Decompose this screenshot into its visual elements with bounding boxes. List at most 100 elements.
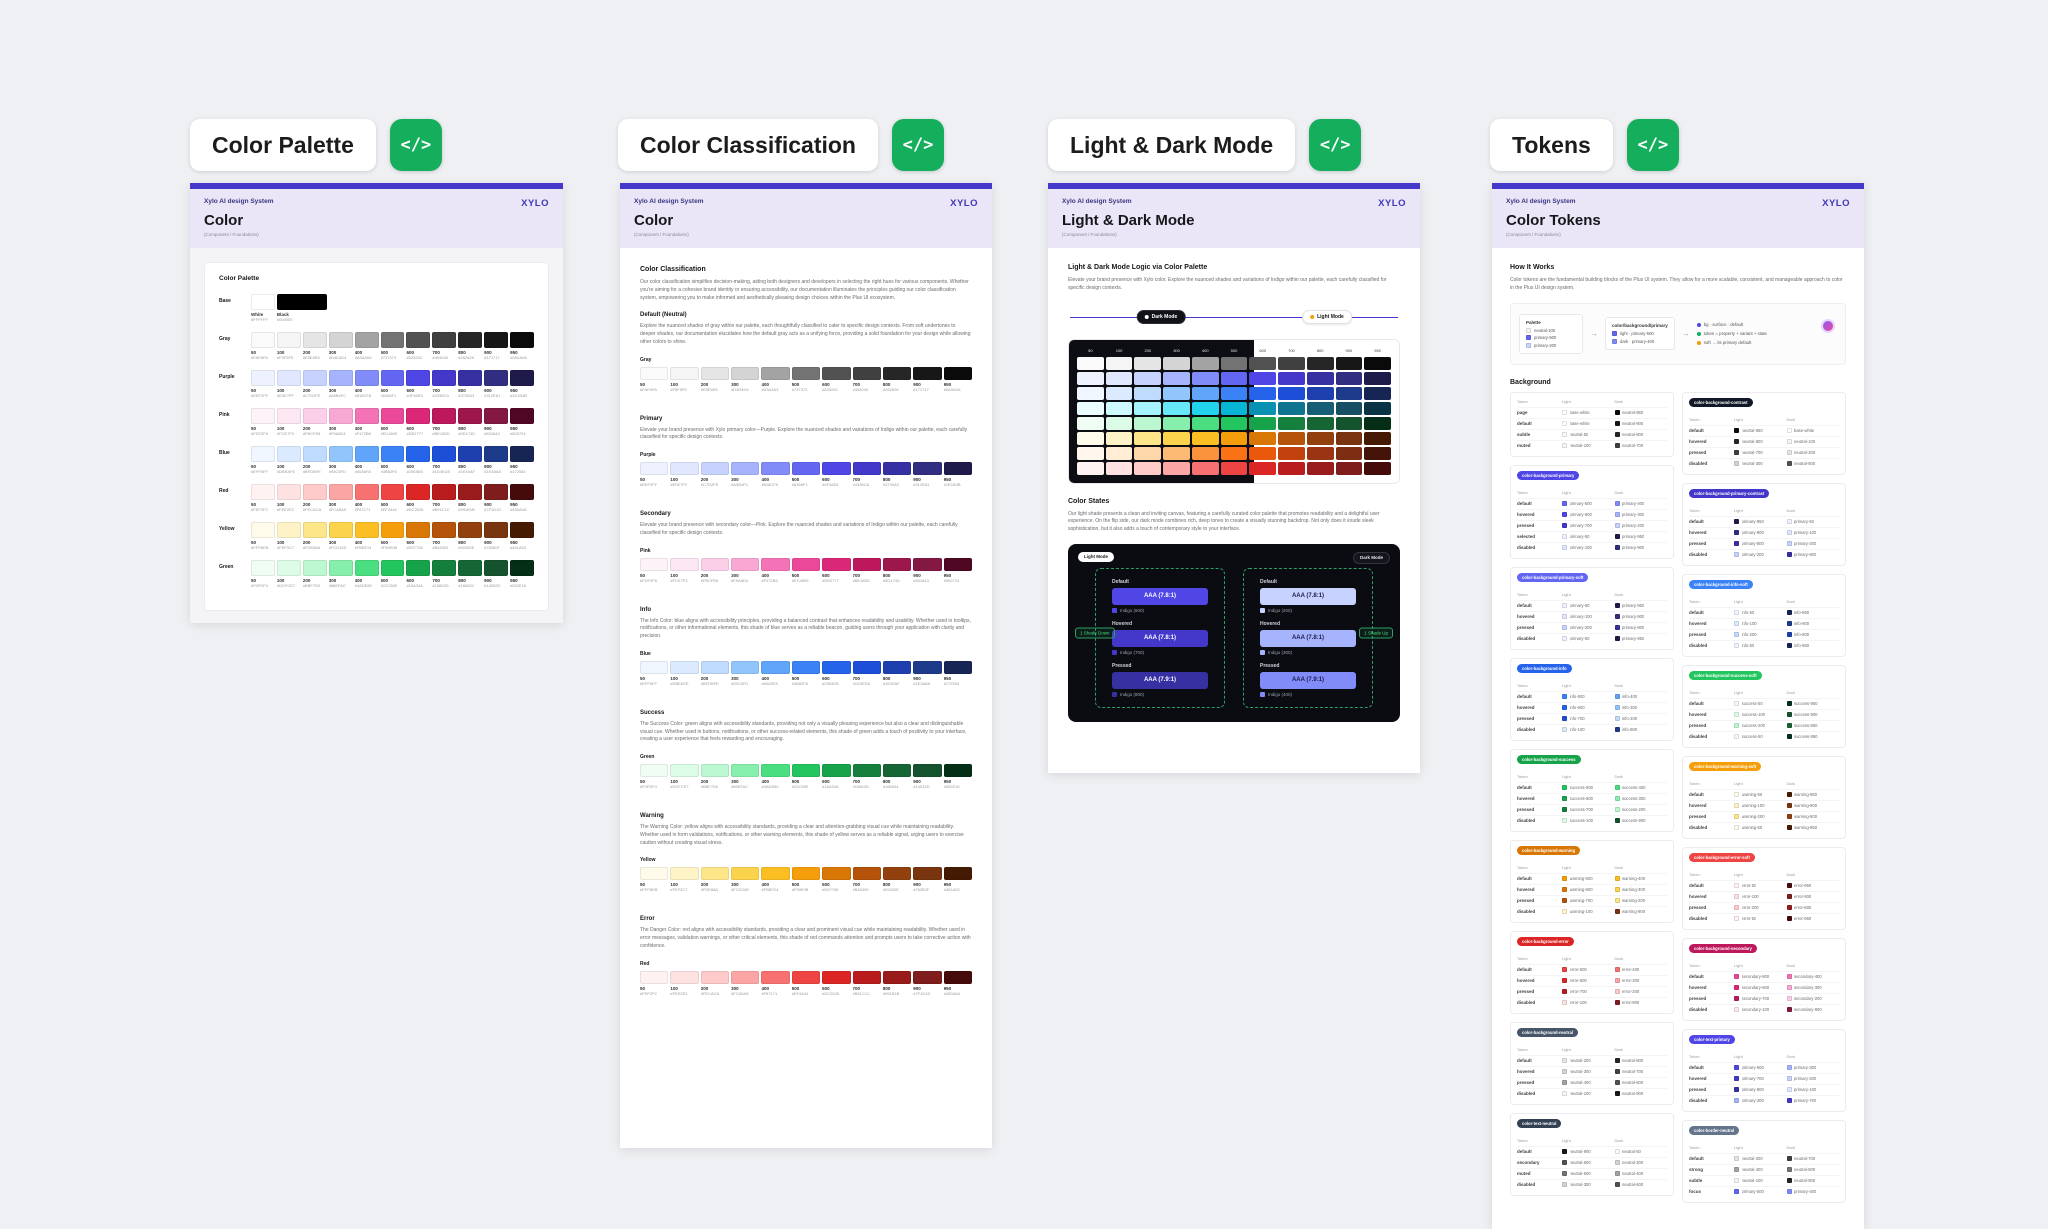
color-swatch[interactable]: 900 #78350F bbox=[913, 867, 942, 892]
color-swatch[interactable] bbox=[1278, 446, 1305, 460]
color-swatch[interactable] bbox=[1105, 416, 1133, 430]
color-swatch[interactable]: 950 #172554 bbox=[510, 446, 534, 474]
color-swatch[interactable]: 600 #DB2777 bbox=[406, 408, 431, 436]
color-swatch[interactable]: 900 #7F1D1D bbox=[484, 484, 509, 512]
color-swatch[interactable]: 600 #525252 bbox=[406, 332, 431, 360]
color-swatch[interactable]: 500 #6366F1 bbox=[380, 370, 405, 398]
color-swatch[interactable] bbox=[1105, 356, 1133, 370]
color-swatch[interactable]: 300 #A5B4FC bbox=[731, 462, 760, 487]
color-swatch[interactable] bbox=[1191, 371, 1219, 385]
contrast-sample-button[interactable]: AAA (7.8:1) bbox=[1112, 629, 1208, 647]
color-swatch[interactable]: 300 #86EFAC bbox=[731, 764, 760, 789]
color-swatch[interactable] bbox=[1278, 401, 1305, 415]
color-swatch[interactable]: 50 #EFF6FF bbox=[640, 660, 669, 686]
light-mode-badge[interactable]: Light Mode bbox=[1078, 551, 1114, 562]
color-swatch[interactable]: 700 #4338CA bbox=[432, 370, 457, 398]
color-swatch[interactable] bbox=[1077, 461, 1104, 475]
color-swatch[interactable]: 800 #92400E bbox=[882, 867, 912, 892]
color-swatch[interactable]: 100 #FCE7F3 bbox=[670, 557, 699, 583]
color-swatch[interactable] bbox=[1364, 356, 1391, 370]
contrast-sample-button[interactable]: AAA (7.9:1) bbox=[1112, 671, 1208, 689]
color-swatch[interactable]: 50 #FEF2F2 bbox=[251, 484, 275, 512]
color-swatch[interactable] bbox=[1335, 386, 1363, 400]
color-swatch[interactable]: 800 #3730A3 bbox=[882, 462, 912, 487]
color-swatch[interactable]: 800 #262626 bbox=[458, 332, 483, 360]
color-swatch[interactable]: 300 #D4D4D4 bbox=[731, 366, 760, 392]
dev-mode-code-button[interactable]: </> bbox=[1626, 119, 1679, 171]
color-swatch[interactable]: 700 #BE185D bbox=[432, 408, 457, 436]
color-swatch[interactable]: 50 #EFF6FF bbox=[251, 446, 275, 474]
color-swatch[interactable] bbox=[1249, 431, 1277, 445]
color-swatch[interactable] bbox=[1134, 446, 1162, 460]
color-swatch[interactable]: 600 #16A34A bbox=[822, 764, 851, 789]
color-swatch[interactable]: 300 #F9A8D4 bbox=[328, 408, 353, 436]
contrast-sample-button[interactable]: AAA (7.8:1) bbox=[1260, 629, 1356, 647]
color-swatch[interactable]: 400 #60A5FA bbox=[761, 660, 790, 686]
color-swatch[interactable]: 300 #FCD34D bbox=[731, 867, 760, 892]
color-swatch[interactable] bbox=[1306, 416, 1334, 430]
color-swatch[interactable]: 100 #DCFCE7 bbox=[670, 764, 699, 789]
color-swatch[interactable] bbox=[1278, 416, 1305, 430]
color-swatch[interactable] bbox=[1134, 461, 1162, 475]
color-swatch[interactable]: 50 #FFFBEB bbox=[640, 867, 669, 892]
color-swatch[interactable] bbox=[1163, 356, 1190, 370]
color-swatch[interactable]: 50 #EEF2FF bbox=[251, 370, 275, 398]
color-swatch[interactable]: 900 #78350F bbox=[484, 522, 509, 550]
color-swatch[interactable]: 900 #831843 bbox=[484, 408, 509, 436]
color-swatch[interactable]: 500 #737373 bbox=[380, 332, 405, 360]
color-swatch[interactable] bbox=[1278, 356, 1305, 370]
color-swatch[interactable]: 400 #F472B6 bbox=[354, 408, 379, 436]
color-swatch[interactable] bbox=[1191, 446, 1219, 460]
color-swatch[interactable]: 950 #0A0A0A bbox=[510, 332, 534, 360]
color-swatch[interactable] bbox=[1306, 431, 1334, 445]
color-swatch[interactable]: 500 #F59E0B bbox=[791, 867, 821, 892]
color-swatch[interactable] bbox=[1105, 446, 1133, 460]
color-swatch[interactable]: 50 #FEF2F2 bbox=[640, 970, 669, 996]
color-swatch[interactable]: 200 #BFDBFE bbox=[302, 446, 327, 474]
color-swatch[interactable]: 400 #F472B6 bbox=[761, 557, 790, 583]
color-swatch[interactable] bbox=[1191, 356, 1219, 370]
color-swatch[interactable]: 400 #A3A3A3 bbox=[761, 366, 790, 392]
color-swatch[interactable]: 800 #262626 bbox=[882, 366, 912, 392]
color-swatch[interactable]: 950 #052E16 bbox=[943, 764, 972, 789]
color-swatch[interactable] bbox=[1191, 416, 1219, 430]
color-swatch[interactable] bbox=[1105, 386, 1133, 400]
color-swatch[interactable]: 800 #991B1B bbox=[882, 970, 912, 996]
color-swatch[interactable]: 50 #FAFAFA bbox=[251, 332, 275, 360]
light-mode-pill[interactable]: Light Mode bbox=[1302, 309, 1352, 324]
color-swatch[interactable]: 100 #FCE7F3 bbox=[276, 408, 301, 436]
color-swatch[interactable]: 400 #818CF8 bbox=[761, 462, 790, 487]
color-swatch[interactable]: 700 #1D4ED8 bbox=[852, 660, 881, 686]
color-swatch[interactable] bbox=[1278, 386, 1305, 400]
color-swatch[interactable] bbox=[1220, 431, 1248, 445]
color-swatch[interactable] bbox=[1134, 416, 1162, 430]
color-swatch[interactable]: 600 #2563EB bbox=[822, 660, 851, 686]
color-swatch[interactable]: 900 #312E81 bbox=[484, 370, 509, 398]
color-swatch[interactable]: 950 #450A0A bbox=[510, 484, 534, 512]
color-swatch[interactable] bbox=[1335, 401, 1363, 415]
color-swatch[interactable]: 600 #DC2626 bbox=[406, 484, 431, 512]
color-swatch[interactable] bbox=[1105, 431, 1133, 445]
color-swatch[interactable]: 500 #EF4444 bbox=[791, 970, 821, 996]
color-swatch[interactable] bbox=[1249, 356, 1277, 370]
color-swatch[interactable] bbox=[1191, 431, 1219, 445]
color-swatch[interactable] bbox=[1134, 431, 1162, 445]
color-swatch[interactable]: 100 #DBEAFE bbox=[276, 446, 301, 474]
color-swatch[interactable] bbox=[1364, 386, 1391, 400]
contrast-sample-button[interactable]: AAA (7.8:1) bbox=[1112, 587, 1208, 605]
contrast-sample-button[interactable]: AAA (7.8:1) bbox=[1260, 587, 1356, 605]
dark-mode-pill[interactable]: Dark Mode bbox=[1136, 309, 1186, 324]
color-swatch[interactable]: 100 #DBEAFE bbox=[670, 660, 699, 686]
color-swatch[interactable]: 800 #1E40AF bbox=[882, 660, 912, 686]
color-swatch[interactable] bbox=[1134, 386, 1162, 400]
color-swatch[interactable]: 500 #EC4899 bbox=[380, 408, 405, 436]
dev-mode-code-button[interactable]: </> bbox=[389, 119, 442, 171]
color-swatch[interactable]: 900 #14532D bbox=[484, 560, 509, 588]
color-swatch[interactable]: 400 #60A5FA bbox=[354, 446, 379, 474]
color-swatch[interactable] bbox=[1335, 416, 1363, 430]
color-swatch[interactable]: 600 #DB2777 bbox=[822, 557, 851, 583]
color-swatch[interactable]: 500 #22C55E bbox=[380, 560, 405, 588]
color-swatch[interactable]: 200 #C7D2FE bbox=[700, 462, 730, 487]
color-swatch[interactable]: 800 #92400E bbox=[458, 522, 483, 550]
color-swatch[interactable]: 800 #1E40AF bbox=[458, 446, 483, 474]
